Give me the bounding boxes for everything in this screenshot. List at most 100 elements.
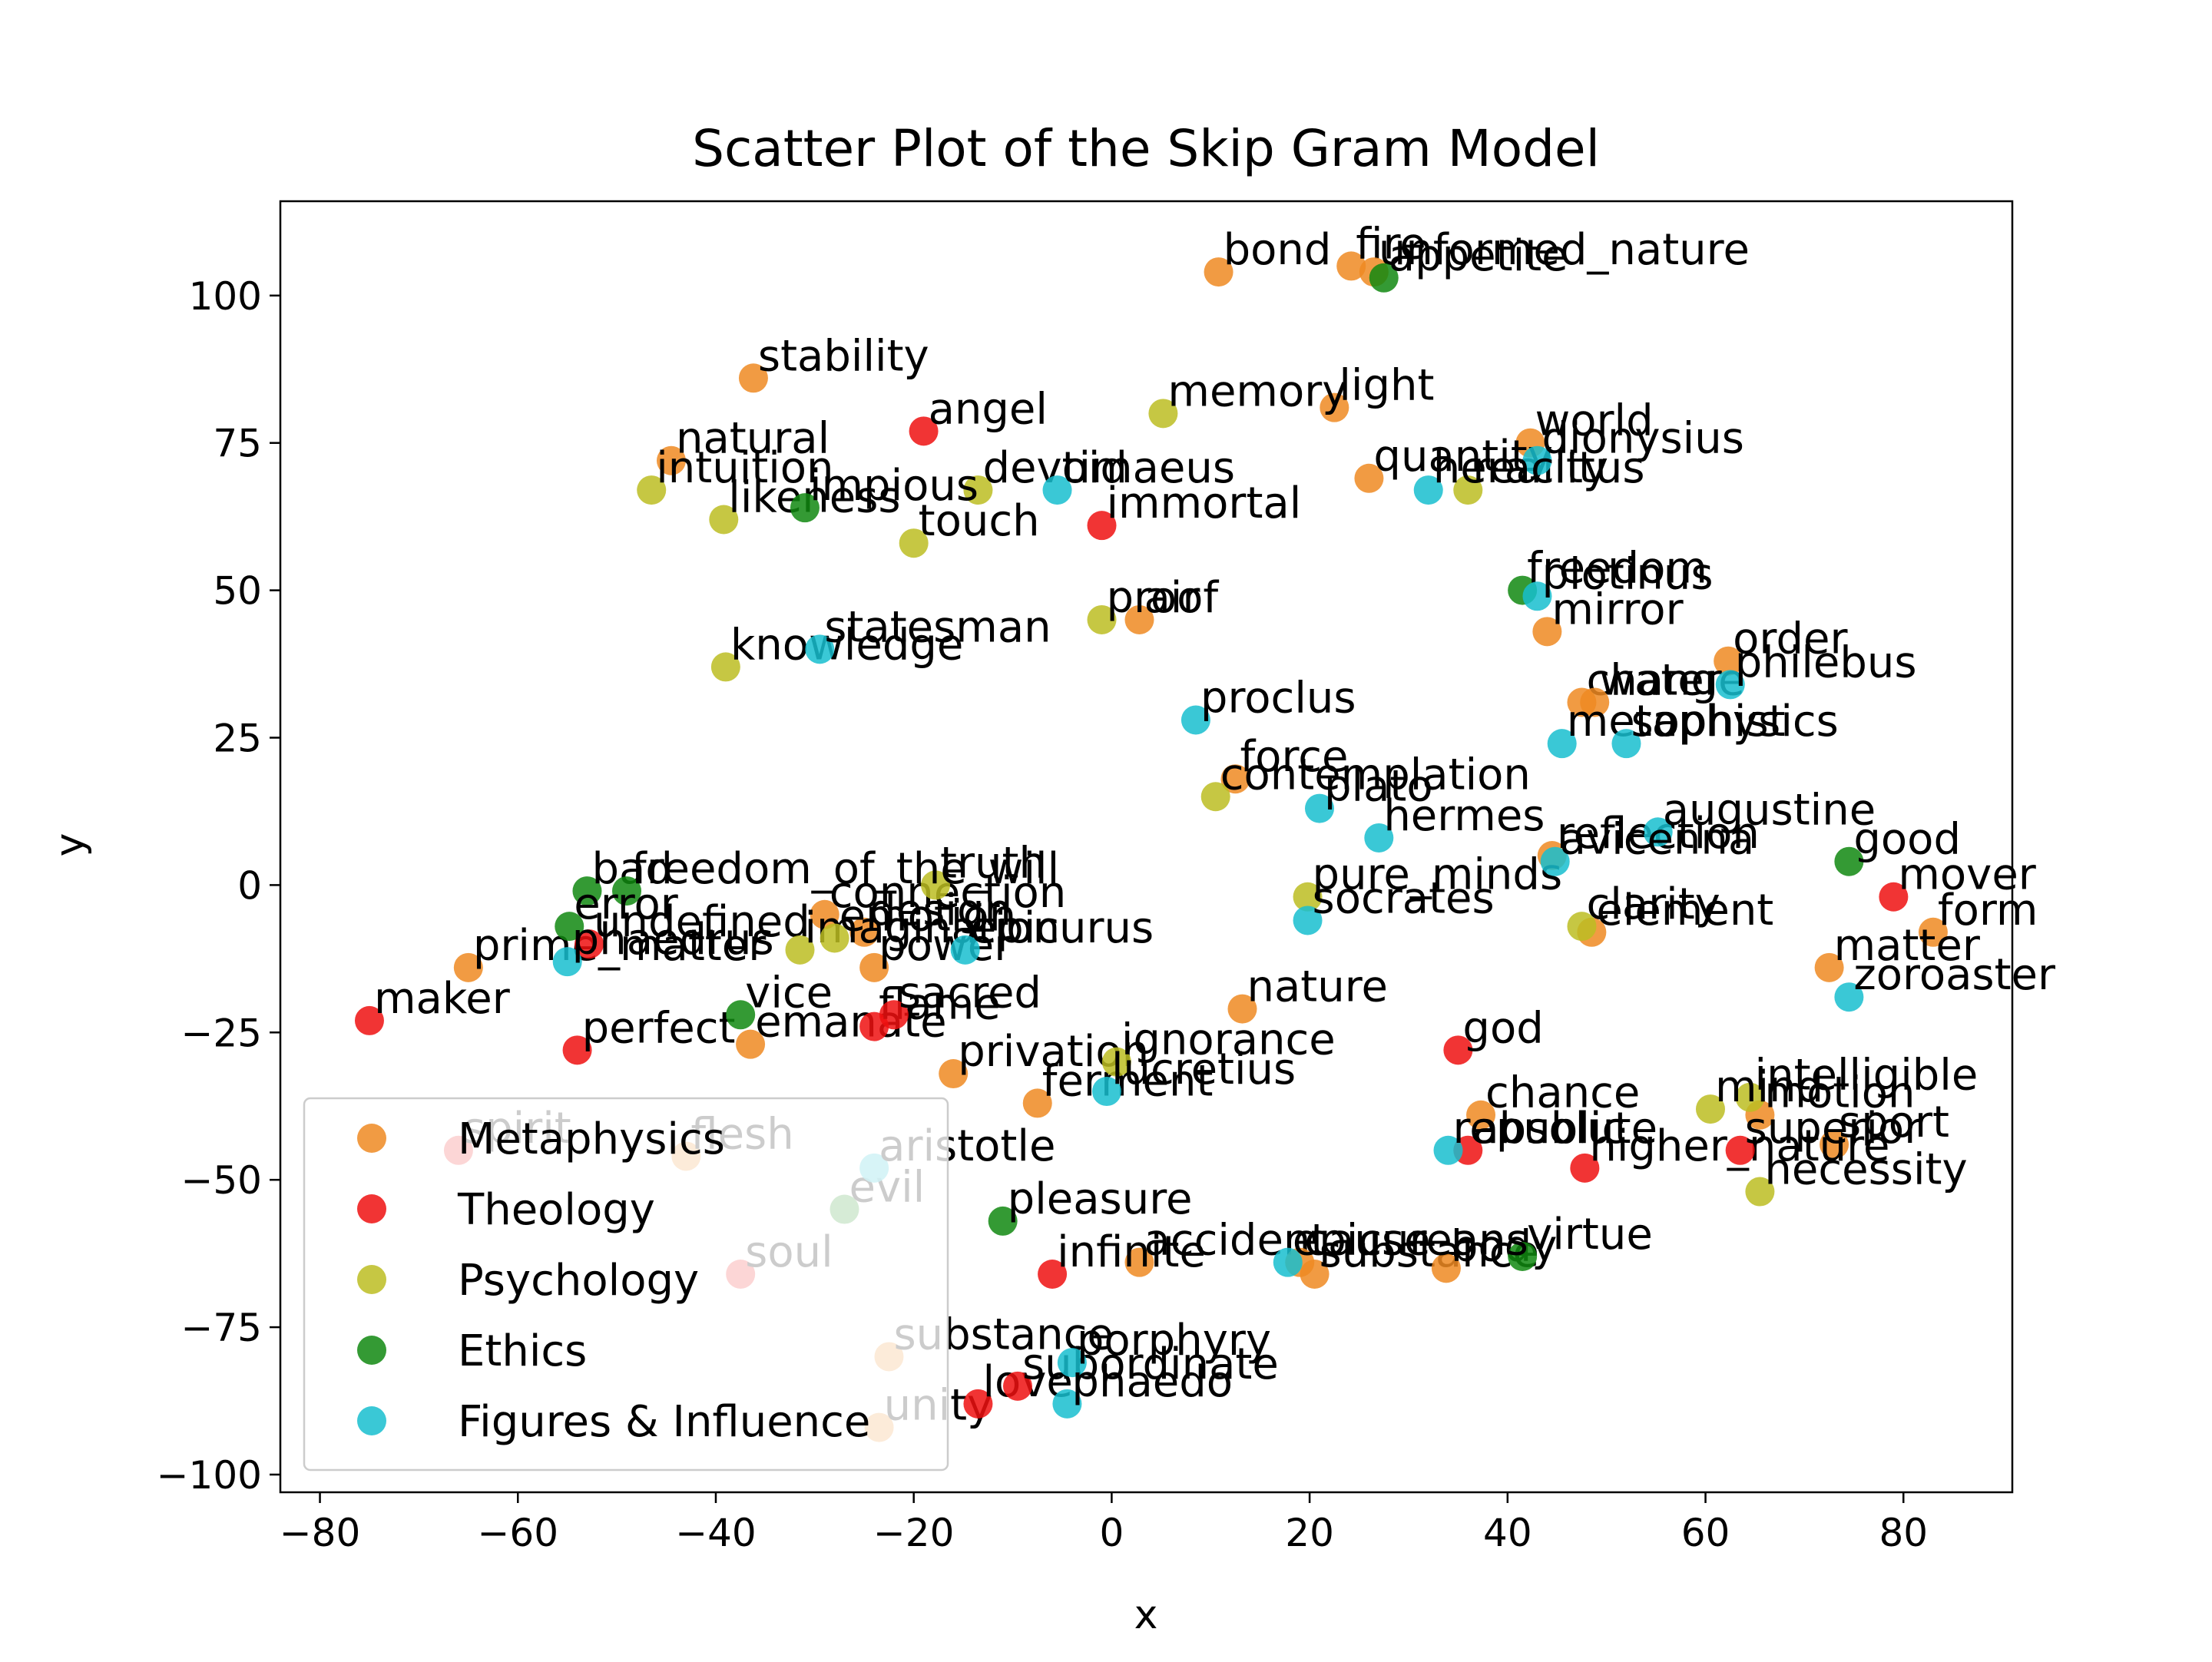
point-label: timaeus: [1062, 443, 1236, 493]
point-label: emotion: [839, 891, 1017, 941]
data-point: [354, 1005, 384, 1035]
data-point: [1879, 882, 1909, 912]
data-point: [1369, 263, 1399, 293]
x-tick-label: −40: [675, 1511, 757, 1555]
data-point: [1181, 705, 1210, 735]
data-point: [552, 947, 582, 977]
point-label: mover: [1898, 850, 2036, 900]
point-label: plato: [1324, 762, 1433, 812]
point-label: motion: [1764, 1068, 1915, 1118]
data-point: [1695, 1094, 1725, 1124]
point-label: angel: [929, 384, 1048, 434]
data-point: [1200, 782, 1230, 812]
data-point: [1834, 846, 1864, 876]
x-tick-label: 20: [1285, 1511, 1334, 1555]
data-point: [1305, 793, 1334, 823]
plot-area: bond fireunformed_naturestabilitylightnat…: [157, 200, 2056, 1555]
data-point: [1453, 475, 1483, 505]
chart-title: Scatter Plot of the Skip Gram Model: [692, 119, 1600, 178]
data-point: [1834, 982, 1864, 1012]
point-label: epicureans: [1293, 1216, 1528, 1266]
point-label: nature: [1247, 962, 1388, 1012]
data-point: [1714, 646, 1743, 676]
legend-label: Theology: [457, 1185, 655, 1235]
point-label: clarity: [1586, 879, 1720, 929]
data-point: [709, 505, 739, 535]
point-label: truth: [940, 838, 1046, 888]
legend-label: Figures & Influence: [458, 1397, 870, 1447]
x-tick-label: −80: [280, 1511, 361, 1555]
data-point: [1466, 1100, 1496, 1130]
data-point: [1101, 1047, 1131, 1077]
point-label: phaedo: [1071, 1357, 1233, 1407]
data-point: [575, 929, 604, 959]
data-point: [939, 1059, 969, 1089]
data-point: [849, 917, 879, 947]
data-point: [1336, 251, 1366, 281]
point-label: mind: [1715, 1062, 1823, 1112]
data-point: [1022, 1088, 1052, 1118]
point-label: quantity: [1373, 432, 1552, 482]
data-point: [736, 1029, 766, 1059]
point-label: god: [1462, 1003, 1543, 1053]
data-point: [810, 899, 839, 929]
point-label: intuition: [656, 443, 833, 493]
data-point: [1148, 399, 1178, 429]
point-label: lucretius: [1111, 1045, 1296, 1094]
data-point: [1715, 670, 1745, 700]
y-tick-label: −100: [157, 1453, 262, 1498]
data-point: [656, 445, 686, 475]
legend-marker: [357, 1265, 386, 1294]
point-label: epicurus: [970, 903, 1154, 953]
y-tick-label: 25: [213, 716, 262, 760]
point-label: prime_matter: [473, 921, 767, 971]
point-label: augustine: [1663, 785, 1876, 835]
point-label: appetite: [1389, 231, 1568, 281]
data-point: [1508, 1241, 1538, 1271]
data-point: [1293, 905, 1323, 935]
point-label: undefined: [594, 897, 810, 947]
data-point: [1580, 687, 1610, 717]
point-label: stability: [758, 331, 929, 381]
data-point: [738, 363, 768, 393]
y-tick-label: 0: [237, 863, 262, 908]
data-point: [785, 935, 815, 965]
point-label: impious: [810, 461, 979, 511]
data-point: [1522, 445, 1552, 475]
data-point: [637, 475, 667, 505]
data-point: [710, 652, 740, 682]
legend-label: Metaphysics: [458, 1114, 725, 1164]
point-label: phaedrus: [572, 915, 774, 965]
data-point: [562, 1035, 592, 1065]
point-label: necessity: [1764, 1145, 1967, 1195]
point-label: sophist: [1631, 697, 1785, 747]
data-point: [1547, 729, 1577, 759]
y-tick-label: 100: [189, 274, 262, 319]
point-label: plotinus: [1541, 549, 1713, 599]
point-label: ignorance: [1121, 1015, 1336, 1065]
legend-box: [303, 1097, 949, 1472]
point-label: freedom_of_the_will: [631, 844, 1059, 894]
legend-marker: [357, 1124, 386, 1153]
point-label: vice: [745, 968, 833, 1018]
point-label: body: [1451, 1221, 1558, 1271]
point-label: sacred: [899, 968, 1041, 1018]
point-label: knowledge: [730, 620, 964, 670]
x-tick-label: −60: [477, 1511, 558, 1555]
y-tick-label: 50: [213, 569, 262, 614]
data-point: [1227, 994, 1257, 1024]
y-tick-label: −50: [180, 1158, 262, 1203]
point-label: world: [1535, 396, 1653, 446]
point-label: avicenna: [1560, 815, 1755, 865]
data-point: [1918, 917, 1948, 947]
point-label: absolute: [1472, 1104, 1657, 1154]
data-point: [612, 876, 641, 906]
point-label: pure_minds: [1313, 850, 1563, 900]
data-point: [1320, 392, 1349, 422]
data-point: [790, 493, 820, 523]
data-point: [1038, 1259, 1068, 1289]
point-label: emanate: [755, 998, 947, 1048]
data-point: [1124, 1247, 1154, 1277]
point-label: error: [574, 879, 679, 929]
point-label: republic: [1453, 1104, 1626, 1154]
